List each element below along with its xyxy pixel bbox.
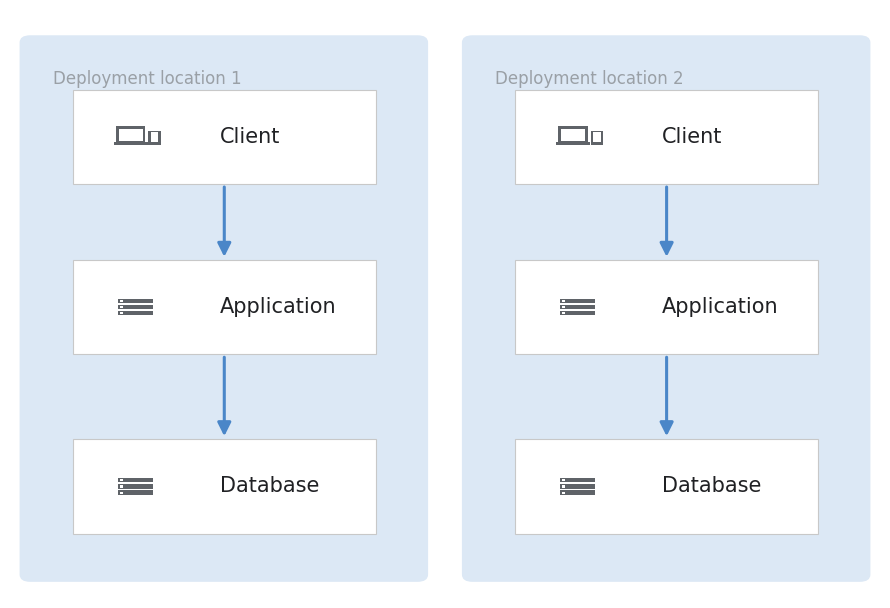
FancyBboxPatch shape <box>515 260 818 354</box>
FancyBboxPatch shape <box>120 485 123 488</box>
Text: Deployment location 1: Deployment location 1 <box>53 70 241 88</box>
FancyBboxPatch shape <box>562 306 565 308</box>
FancyBboxPatch shape <box>114 142 148 145</box>
FancyBboxPatch shape <box>73 439 376 534</box>
FancyBboxPatch shape <box>117 491 153 495</box>
FancyBboxPatch shape <box>556 142 590 145</box>
FancyBboxPatch shape <box>120 300 123 302</box>
Text: Client: Client <box>662 127 723 147</box>
FancyBboxPatch shape <box>150 133 158 142</box>
Text: Database: Database <box>662 477 762 496</box>
FancyBboxPatch shape <box>562 479 565 482</box>
FancyBboxPatch shape <box>462 35 870 582</box>
FancyBboxPatch shape <box>73 89 376 184</box>
FancyBboxPatch shape <box>561 129 585 140</box>
FancyBboxPatch shape <box>149 131 161 145</box>
FancyBboxPatch shape <box>560 311 595 316</box>
FancyBboxPatch shape <box>117 484 153 489</box>
FancyBboxPatch shape <box>560 478 595 482</box>
FancyBboxPatch shape <box>117 299 153 303</box>
FancyBboxPatch shape <box>515 439 818 534</box>
FancyBboxPatch shape <box>558 126 587 142</box>
FancyBboxPatch shape <box>120 479 123 482</box>
FancyBboxPatch shape <box>120 491 123 494</box>
FancyBboxPatch shape <box>73 260 376 354</box>
FancyBboxPatch shape <box>117 311 153 316</box>
FancyBboxPatch shape <box>593 133 601 142</box>
FancyBboxPatch shape <box>116 126 145 142</box>
FancyBboxPatch shape <box>20 35 428 582</box>
FancyBboxPatch shape <box>515 89 818 184</box>
FancyBboxPatch shape <box>560 491 595 495</box>
FancyBboxPatch shape <box>560 299 595 303</box>
FancyBboxPatch shape <box>591 131 603 145</box>
Text: Application: Application <box>220 297 336 317</box>
FancyBboxPatch shape <box>117 305 153 309</box>
FancyBboxPatch shape <box>562 312 565 314</box>
Text: Client: Client <box>220 127 280 147</box>
FancyBboxPatch shape <box>120 312 123 314</box>
FancyBboxPatch shape <box>120 306 123 308</box>
FancyBboxPatch shape <box>562 300 565 302</box>
Text: Database: Database <box>220 477 320 496</box>
FancyBboxPatch shape <box>118 129 142 140</box>
Text: Application: Application <box>662 297 779 317</box>
FancyBboxPatch shape <box>560 305 595 309</box>
FancyBboxPatch shape <box>562 491 565 494</box>
Text: Deployment location 2: Deployment location 2 <box>495 70 684 88</box>
FancyBboxPatch shape <box>562 485 565 488</box>
FancyBboxPatch shape <box>560 484 595 489</box>
FancyBboxPatch shape <box>117 478 153 482</box>
